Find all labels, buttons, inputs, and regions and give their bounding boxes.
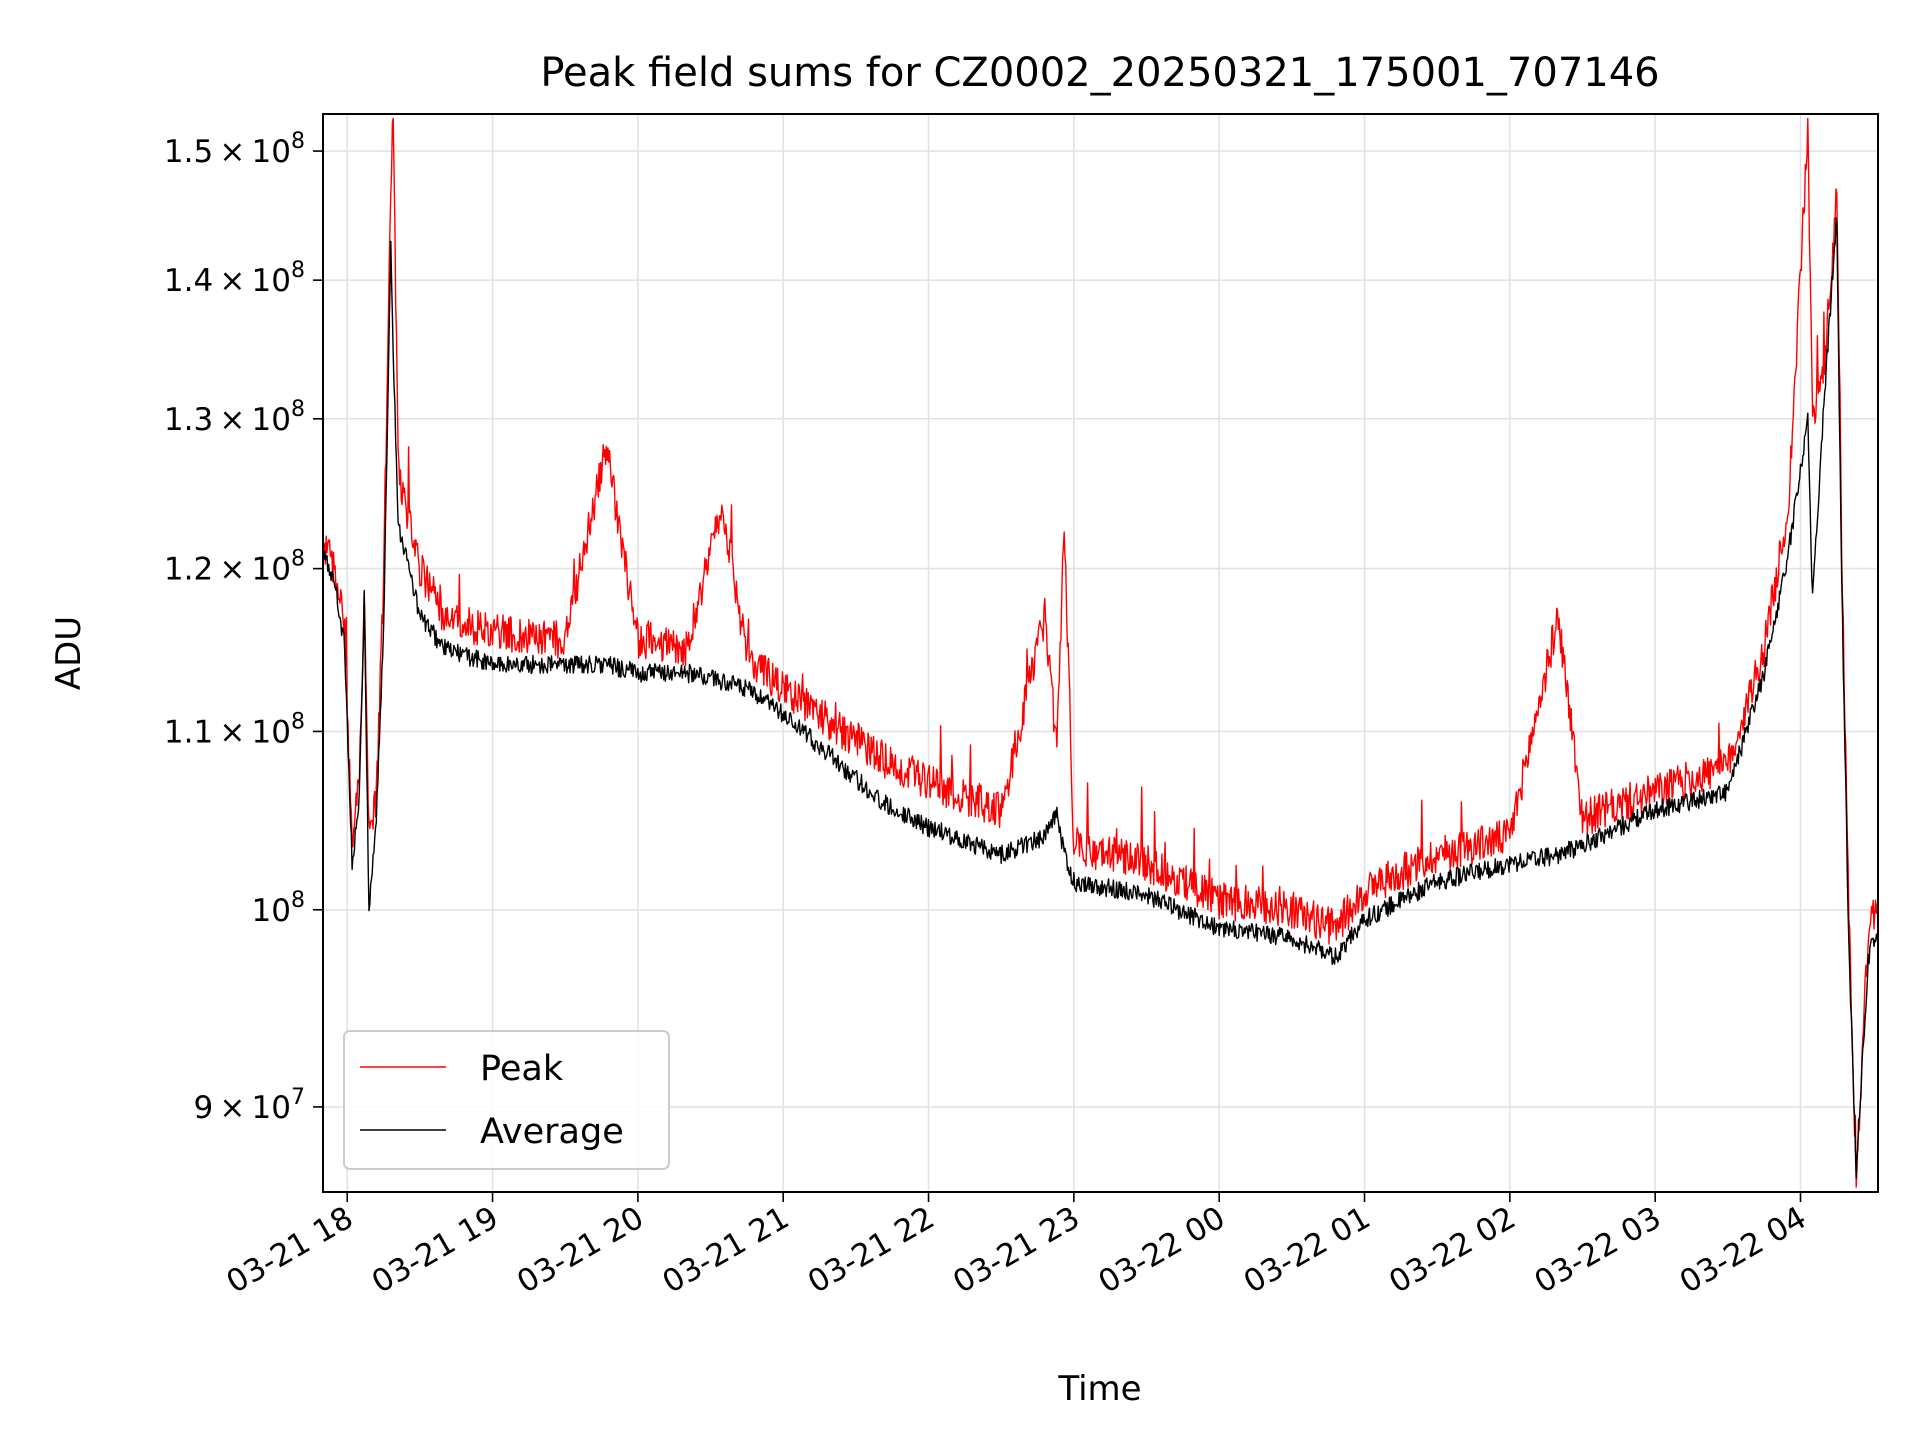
series-lines	[322, 117, 1879, 1188]
y-tick-label: 1.2 × 108	[164, 547, 305, 588]
legend: Peak Average	[343, 1030, 670, 1170]
legend-peak-label: Peak	[480, 1049, 564, 1089]
y-tick-label: 1.5 × 108	[164, 129, 305, 170]
legend-box	[343, 1030, 670, 1170]
y-axis-ticks: 1.5 × 108 1.4 × 108 1.3 × 108 1.2 × 108 1.1 …	[164, 129, 323, 1126]
series-line-average	[322, 217, 1879, 1179]
y-axis-label: ADU	[49, 616, 89, 690]
chart-title: Peak field sums for CZ0002_20250321_1750…	[540, 50, 1659, 96]
plot-frame	[322, 113, 1879, 1193]
grid-lines	[323, 114, 1878, 1192]
y-tick-label: 1.4 × 108	[164, 258, 305, 299]
y-tick-label: 1.1 × 108	[164, 709, 305, 750]
y-tick-label: 108	[252, 888, 305, 929]
x-axis-label: Time	[1057, 1369, 1141, 1409]
y-tick-label: 9 × 107	[193, 1085, 305, 1126]
series-line-peak	[322, 117, 1879, 1188]
y-tick-label: 1.3 × 108	[164, 397, 305, 438]
legend-average-label: Average	[480, 1112, 624, 1152]
